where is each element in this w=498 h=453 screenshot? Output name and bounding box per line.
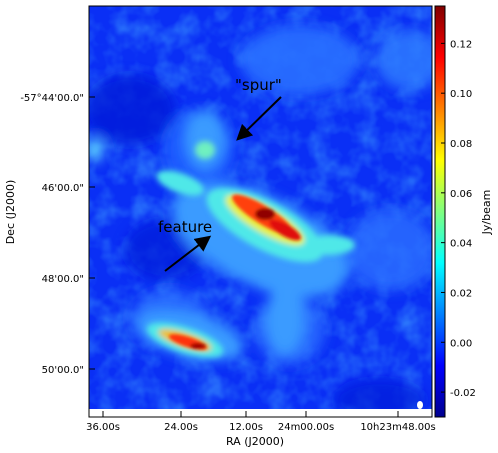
y-tick-label: 46'00.0": [42, 183, 84, 194]
spur-label: "spur": [235, 76, 282, 94]
colorbar-tick-label: 0.02: [450, 288, 472, 299]
colorbar-label: Jy/beam: [480, 190, 493, 236]
x-tick-label: 10h23m48.00s: [360, 422, 435, 433]
x-axis-label: RA (J2000): [226, 435, 284, 448]
y-tick-label: 48'00.0": [42, 274, 84, 285]
colorbar-tick-label: -0.02: [450, 388, 476, 399]
emission-map: [89, 6, 432, 417]
y-axis-label: Dec (J2000): [4, 180, 17, 245]
plot-frame: [88, 5, 433, 418]
colorbar-tick-label: 0.12: [450, 39, 472, 50]
feature-arrow: [164, 235, 212, 272]
colorbar-tick-label: 0.00: [450, 338, 472, 349]
colorbar-tick-label: 0.10: [450, 89, 472, 100]
x-axis: 36.00s 24.00s 12.00s 24m00.00s 10h23m48.00s …: [86, 411, 436, 448]
x-tick-label: 24.00s: [164, 422, 198, 433]
colorbar: 0.12 0.10 0.08 0.06 0.04 0.02 0.00 -0.02 Jy/bea…: [434, 5, 493, 418]
colorbar-tick-label: 0.08: [450, 139, 472, 150]
feature-label: feature: [158, 218, 212, 236]
colorbar-tick-label: 0.04: [450, 239, 472, 250]
y-axis: -57°44'00.0" 46'00.0" 48'00.0" 50'00.0" Dec…: [4, 93, 95, 376]
y-tick-label: -57°44'00.0": [20, 93, 84, 104]
x-tick-label: 24m00.00s: [278, 422, 334, 433]
beam-marker: [417, 401, 423, 409]
colorbar-tick-label: 0.06: [450, 189, 472, 200]
spur-arrow: [236, 96, 282, 141]
colorbar-scale: [434, 5, 446, 418]
x-tick-label: 36.00s: [86, 422, 120, 433]
y-tick-label: 50'00.0": [42, 365, 84, 376]
x-tick-label: 12.00s: [229, 422, 263, 433]
